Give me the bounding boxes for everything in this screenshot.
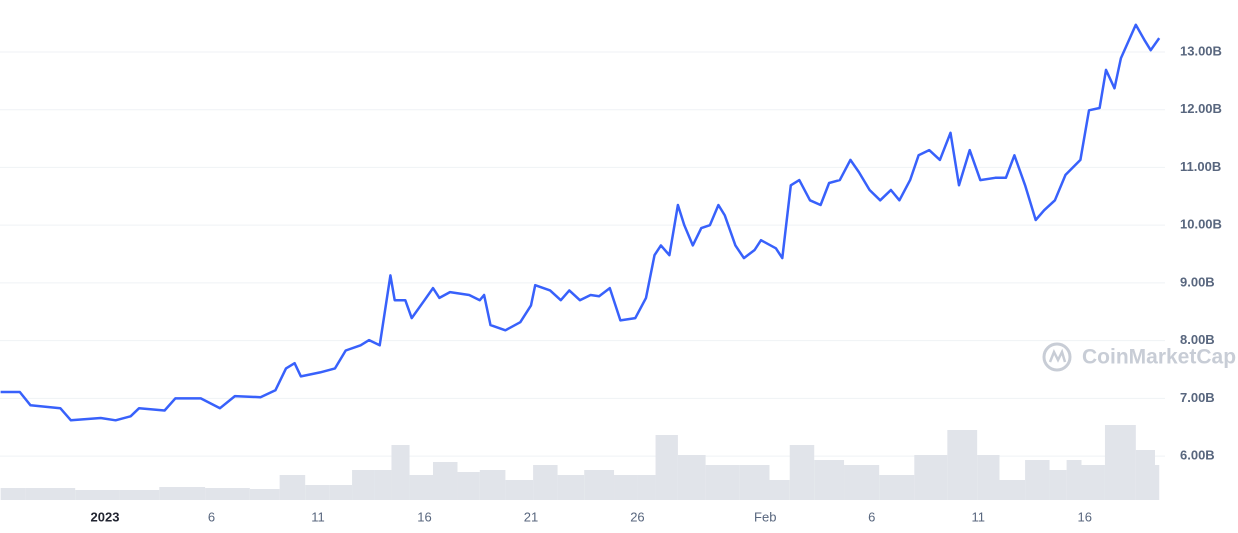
volume-bar xyxy=(769,480,790,500)
x-tick-label: 6 xyxy=(868,509,875,524)
volume-bar xyxy=(1135,450,1155,500)
volume-bar xyxy=(374,470,392,500)
volume-bar xyxy=(352,470,375,500)
volume-bar xyxy=(25,488,76,500)
volume-bar xyxy=(432,462,458,500)
volume-bar xyxy=(457,472,480,500)
volume-bar xyxy=(705,465,740,500)
x-tick-label: 16 xyxy=(1077,509,1091,524)
x-tick-label: 21 xyxy=(524,509,538,524)
volume-bar xyxy=(279,475,306,500)
y-tick-label: 6.00B xyxy=(1180,448,1215,463)
y-tick-label: 7.00B xyxy=(1180,390,1215,405)
volume-bar xyxy=(409,475,433,500)
volume-bar xyxy=(1081,465,1105,500)
volume-bar xyxy=(677,455,706,500)
x-tick-label: 26 xyxy=(630,509,644,524)
y-tick-label: 9.00B xyxy=(1180,274,1215,289)
volume-bar xyxy=(1066,460,1082,500)
volume-bar xyxy=(533,465,558,500)
x-tick-label: 6 xyxy=(208,509,215,524)
x-tick-label: 16 xyxy=(417,509,431,524)
volume-bar xyxy=(947,430,978,500)
x-tick-label: 2023 xyxy=(91,509,120,524)
price-line xyxy=(0,23,1161,422)
volume-bar xyxy=(305,485,330,500)
volume-bar xyxy=(119,490,160,500)
volume-bar xyxy=(814,460,845,500)
volume-bar xyxy=(879,475,915,500)
volume-bar xyxy=(391,445,410,500)
plot: 6.00B 7.00B 8.00B 9.00B 10.00B 11.00B 12.00B 13… xyxy=(0,23,1222,524)
x-tick-label: Feb xyxy=(754,509,776,524)
volume-bar xyxy=(739,465,770,500)
volume-bar xyxy=(637,475,656,500)
volume-bar xyxy=(977,455,1000,500)
volume-bar xyxy=(505,480,534,500)
volume-bar xyxy=(1025,460,1050,500)
volume-bar xyxy=(1049,470,1067,500)
volume-bar xyxy=(557,475,585,500)
y-tick-label: 10.00B xyxy=(1180,217,1222,232)
volume-bar xyxy=(614,475,638,500)
volume-bar xyxy=(205,488,250,500)
y-tick-label: 13.00B xyxy=(1180,43,1222,58)
volume-bar xyxy=(0,488,26,500)
volume-bar xyxy=(75,490,120,500)
volume-bar xyxy=(1104,425,1136,500)
watermark: CoinMarketCap xyxy=(1082,346,1236,369)
volume-bar xyxy=(914,455,948,500)
y-tick-label: 8.00B xyxy=(1180,332,1215,347)
volume-bar xyxy=(249,489,280,500)
volume-bar xyxy=(1154,465,1160,500)
volume-bar xyxy=(789,445,815,500)
volume-bar xyxy=(329,485,353,500)
volume-bar xyxy=(655,435,678,500)
x-tick-label: 11 xyxy=(311,509,325,524)
x-tick-label: 11 xyxy=(971,509,985,524)
volume-bar xyxy=(999,480,1026,500)
volume-bar xyxy=(159,487,206,500)
y-tick-label: 12.00B xyxy=(1180,101,1222,116)
volume-bar xyxy=(844,465,880,500)
y-tick-label: 11.00B xyxy=(1180,159,1221,174)
watermark-logo xyxy=(1042,342,1072,372)
volume-bar xyxy=(584,470,615,500)
volume-bar xyxy=(479,470,506,500)
